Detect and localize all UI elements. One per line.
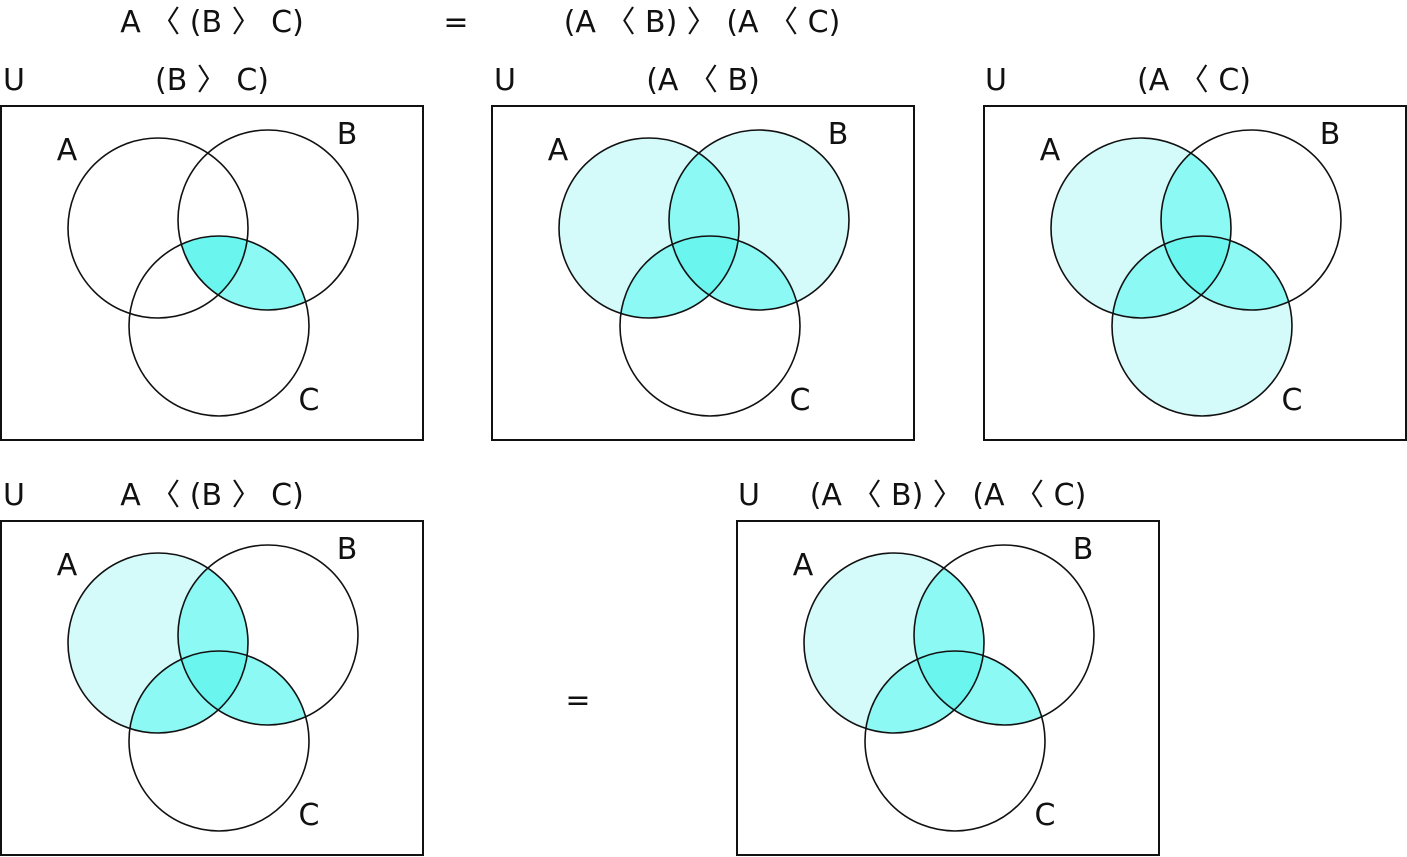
bottom-equals-sign: = [565,683,590,718]
panel-title: (A 〈 C) [1137,63,1251,98]
set-c-circle [619,235,801,417]
set-c-circle [864,650,1046,832]
universe-frame [491,105,915,441]
set-a-circle [558,137,740,319]
panel-title: (B 〉 C) [155,63,269,98]
venn-panels: U (B 〉 C) A B C U (A 〈 B) A B C U (A 〈 C) A B C U A 〈 (B… [0,63,1407,856]
panel-title: A 〈 (B 〉 C) [120,478,304,513]
set-b-circle [177,129,359,311]
universe-frame [0,105,424,441]
venn-panel-result-right: U (A 〈 B) 〉 (A 〈 C) A B C [736,478,1160,856]
universe-label: U [985,63,1007,98]
set-a-label: A [793,548,814,583]
set-a-label: A [57,133,78,168]
set-b-label: B [1320,117,1341,152]
set-a-circle [67,137,249,319]
universe-label: U [494,63,516,98]
universe-frame [983,105,1407,441]
set-a-circle [803,552,985,734]
set-c-circle [128,650,310,832]
panel-title: (A 〈 B) [646,63,760,98]
set-a-label: A [57,548,78,583]
set-c-label: C [1035,798,1056,833]
set-a-label: A [1040,133,1061,168]
set-c-label: C [1282,383,1303,418]
universe-label: U [3,478,25,513]
heading-right-expression: (A 〈 B) 〉 (A 〈 C) [564,5,841,40]
universe-frame [736,520,1160,856]
set-b-circle [177,544,359,726]
universe-label: U [3,63,25,98]
set-b-circle [1160,129,1342,311]
set-a-circle [67,552,249,734]
set-c-circle [1111,235,1293,417]
set-c-label: C [299,383,320,418]
heading-equals-sign: = [443,5,468,40]
set-a-circle [1050,137,1232,319]
set-c-label: C [299,798,320,833]
universe-label: U [738,478,760,513]
set-b-label: B [337,117,358,152]
venn-panel-result-left: U A 〈 (B 〉 C) A B C [0,478,424,856]
set-b-circle [913,544,1095,726]
venn-panel-b-op-c: U (B 〉 C) A B C [0,63,424,441]
venn-panel-a-op-c: U (A 〈 C) A B C [983,63,1407,441]
heading-left-expression: A 〈 (B 〉 C) [120,5,304,40]
set-b-circle [668,129,850,311]
universe-frame [0,520,424,856]
set-c-label: C [790,383,811,418]
set-b-label: B [337,532,358,567]
venn-panel-a-op-b: U (A 〈 B) A B C [491,63,915,441]
set-b-label: B [828,117,849,152]
set-a-label: A [548,133,569,168]
set-c-circle [128,235,310,417]
panel-title: (A 〈 B) 〉 (A 〈 C) [810,478,1087,513]
set-b-label: B [1073,532,1094,567]
